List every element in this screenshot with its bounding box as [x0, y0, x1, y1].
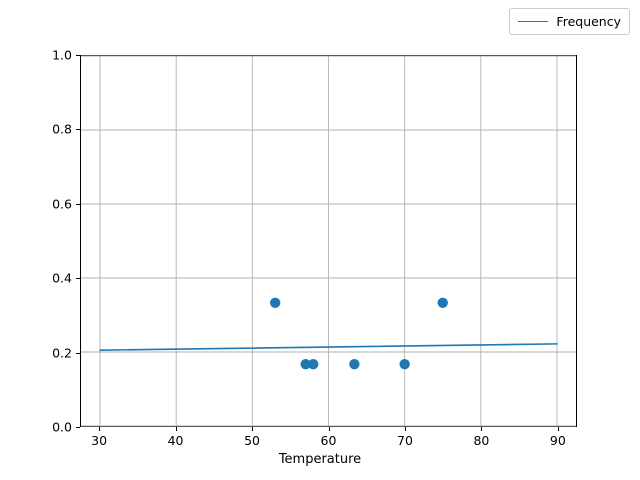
- x-tick-mark: [557, 427, 559, 431]
- x-tick-label: 70: [397, 433, 413, 448]
- legend: Frequency: [509, 8, 630, 35]
- x-tick-label: 30: [91, 433, 108, 448]
- y-tick-mark: [76, 352, 80, 354]
- series-line-frequency: [99, 343, 558, 351]
- x-tick-label: 50: [244, 433, 260, 448]
- scatter-point: [399, 359, 410, 370]
- y-tick-label: 0.6: [52, 196, 72, 212]
- y-tick-mark: [76, 203, 80, 205]
- y-tick-label: 0.4: [52, 270, 72, 286]
- x-axis-label: Temperature: [278, 452, 362, 467]
- x-tick-label: 40: [167, 433, 184, 448]
- y-tick-mark: [76, 278, 80, 280]
- x-tick-mark: [481, 427, 483, 431]
- y-tick-label: 0.2: [52, 345, 72, 361]
- plot-area: [80, 55, 577, 427]
- x-tick-mark: [99, 427, 101, 431]
- x-tick-label: 60: [320, 433, 337, 448]
- scatter-point: [437, 297, 448, 308]
- y-tick-mark: [76, 129, 80, 131]
- legend-label: Frequency: [556, 14, 621, 29]
- scatter-point: [300, 359, 311, 370]
- grid-lines: [81, 55, 576, 427]
- x-tick-mark: [328, 427, 330, 431]
- y-tick-label: 0.8: [52, 121, 72, 137]
- x-tick-mark: [175, 427, 177, 431]
- scatter-point: [308, 359, 319, 370]
- x-tick-label: 80: [473, 433, 490, 448]
- x-tick-mark: [404, 427, 406, 431]
- y-tick-label: 1.0: [52, 47, 72, 63]
- data-layer: [99, 297, 558, 370]
- scatter-point: [349, 359, 360, 370]
- x-tick-mark: [252, 427, 254, 431]
- legend-line-swatch: [518, 21, 549, 22]
- y-tick-mark: [76, 427, 80, 428]
- scatter-point: [270, 297, 281, 308]
- x-tick-label: 90: [549, 433, 566, 448]
- y-tick-label: 0.0: [52, 419, 72, 435]
- y-tick-mark: [76, 55, 80, 56]
